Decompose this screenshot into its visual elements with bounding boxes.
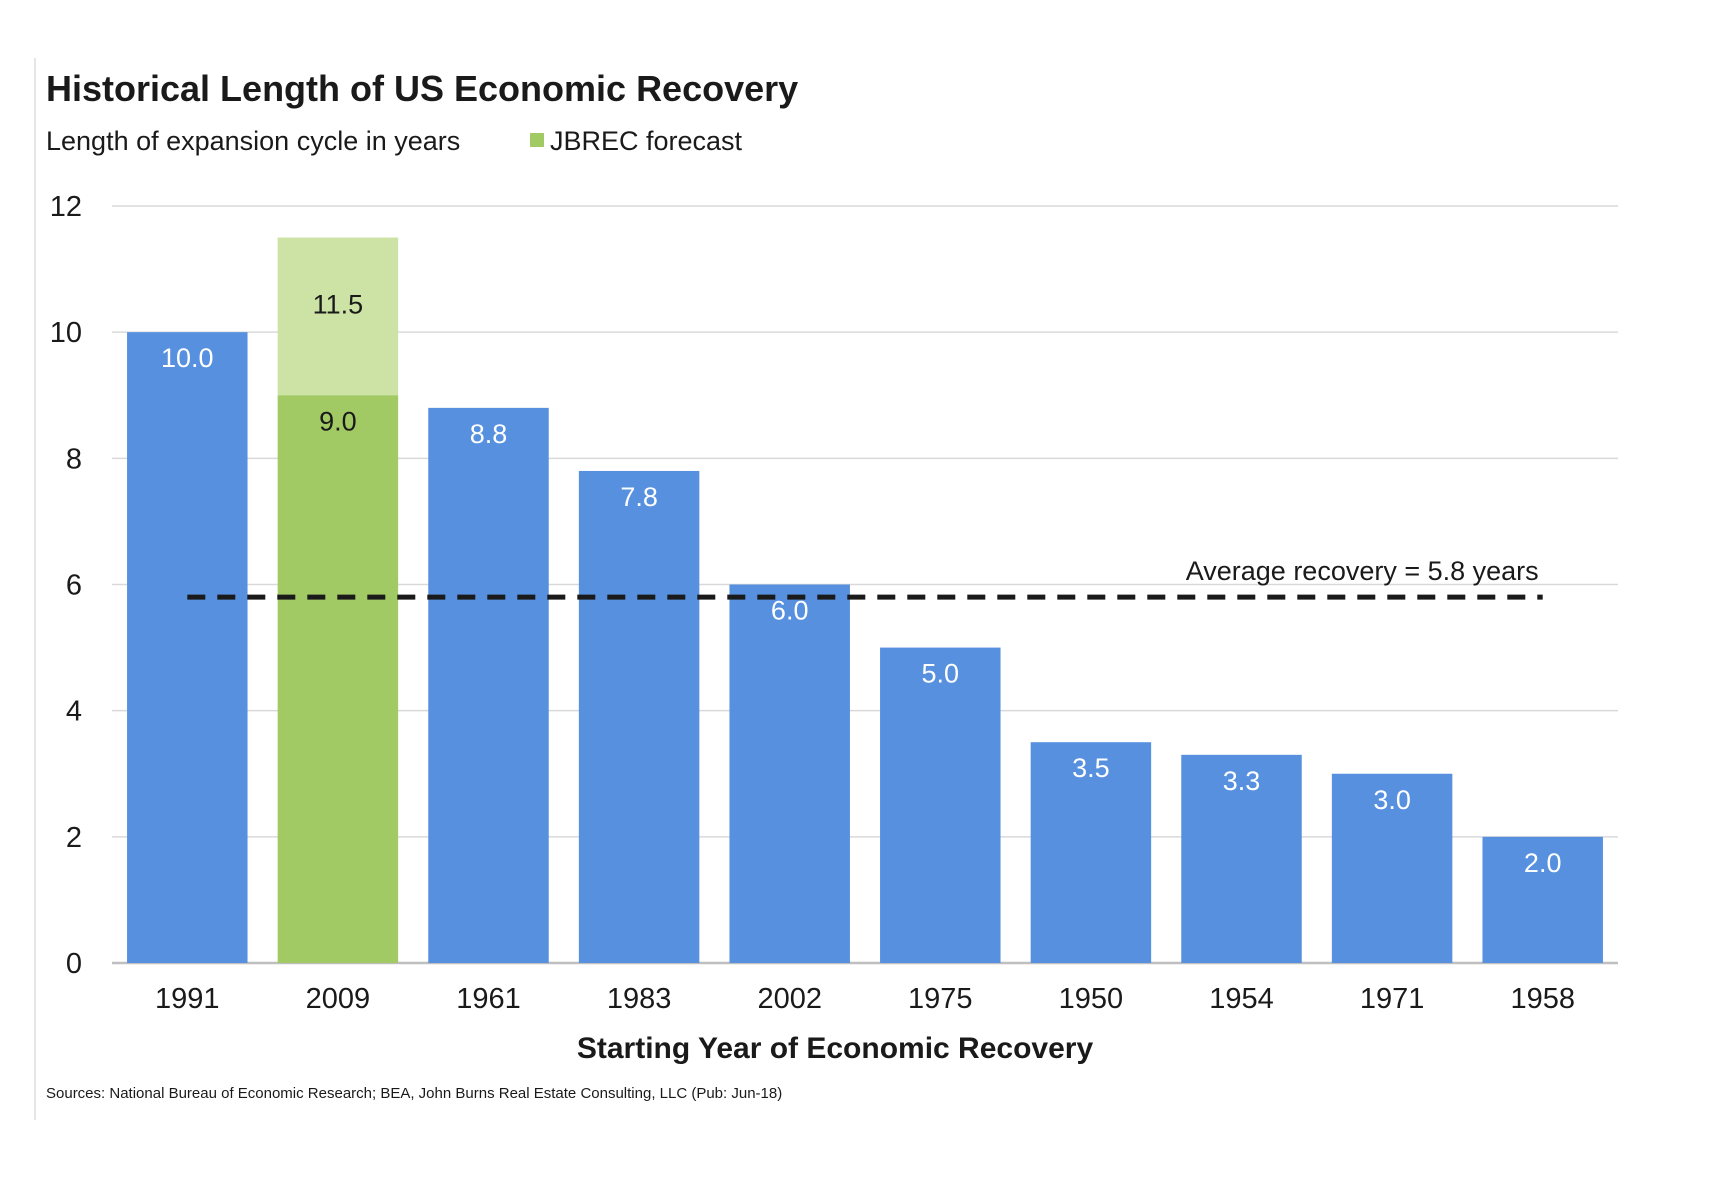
bar-1975: [880, 647, 1001, 963]
bar-1983: [578, 470, 700, 963]
data-labels: 10.0 11.5 9.0 8.8 7.8 6.0 5.0 3.5 3.3 3.0 2.0: [161, 290, 1561, 878]
average-line-group: Average recovery = 5.8 years: [187, 556, 1543, 600]
source-note: Sources: National Bureau of Economic Res…: [46, 1085, 782, 1102]
bar-2009: [277, 395, 399, 963]
y-tick-label-10: 10: [50, 317, 82, 349]
data-label-1950: 3.5: [1072, 753, 1110, 783]
data-label-1961: 8.8: [470, 419, 508, 449]
bar-1971: [1331, 773, 1453, 963]
x-tick-label-1961: 1961: [456, 983, 521, 1015]
bar-1950: [1030, 742, 1152, 963]
data-label-1971: 3.0: [1373, 785, 1411, 815]
y-tick-label-12: 12: [50, 191, 82, 223]
y-tick-label-6: 6: [66, 570, 82, 602]
data-label-forecast-2009: 11.5: [313, 290, 364, 320]
data-label-2002: 6.0: [771, 596, 809, 626]
data-label-1954: 3.3: [1223, 766, 1261, 796]
bar-1961: [428, 407, 549, 963]
legend-forecast-swatch: [530, 133, 544, 147]
bar-forecast-2009: [277, 237, 399, 396]
bar-1954: [1181, 754, 1302, 963]
x-tick-label-1983: 1983: [607, 983, 672, 1015]
x-tick-label-1958: 1958: [1510, 983, 1575, 1015]
x-tick-label-1991: 1991: [155, 983, 220, 1015]
chart-title: Historical Length of US Economic Recover…: [46, 68, 798, 109]
data-label-1991: 10.0: [161, 343, 214, 373]
chart-subtitle: Length of expansion cycle in years: [46, 126, 460, 156]
y-tick-label-4: 4: [66, 696, 82, 728]
data-label-1958: 2.0: [1524, 848, 1562, 878]
x-axis-title: Starting Year of Economic Recovery: [577, 1032, 1094, 1065]
x-tick-label-1954: 1954: [1209, 983, 1274, 1015]
y-tick-label-2: 2: [66, 822, 82, 854]
bar-1958: [1482, 836, 1603, 963]
bar-1991: [127, 332, 248, 964]
x-tick-label-1950: 1950: [1059, 983, 1124, 1015]
y-axis-ticks: 0 2 4 6 8 10 12: [50, 191, 82, 980]
data-label-2009: 9.0: [319, 406, 357, 436]
x-tick-label-1975: 1975: [908, 983, 973, 1015]
bars: [127, 237, 1603, 964]
average-line-label: Average recovery = 5.8 years: [1186, 556, 1539, 586]
data-label-1983: 7.8: [620, 482, 658, 512]
data-label-1975: 5.0: [922, 659, 960, 689]
bar-2002: [729, 584, 850, 963]
y-tick-label-8: 8: [66, 443, 82, 475]
legend-forecast-label: JBREC forecast: [550, 126, 743, 156]
y-tick-label-0: 0: [66, 948, 82, 980]
x-axis-ticks: 1991 2009 1961 1983 2002 1975 1950 1954 1971 1958: [155, 983, 1575, 1015]
x-tick-label-1971: 1971: [1360, 983, 1425, 1015]
x-tick-label-2009: 2009: [306, 983, 371, 1015]
x-tick-label-2002: 2002: [757, 983, 822, 1015]
